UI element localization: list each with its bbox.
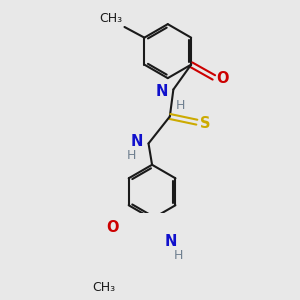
Text: N: N [130, 134, 143, 149]
Text: H: H [126, 149, 136, 162]
Text: H: H [176, 99, 185, 112]
Text: CH₃: CH₃ [99, 12, 122, 25]
Text: N: N [165, 234, 177, 249]
Text: H: H [173, 249, 183, 262]
Text: N: N [155, 84, 168, 99]
Text: O: O [106, 220, 119, 235]
Text: S: S [200, 116, 211, 131]
Text: CH₃: CH₃ [93, 281, 116, 294]
Text: O: O [217, 71, 229, 86]
